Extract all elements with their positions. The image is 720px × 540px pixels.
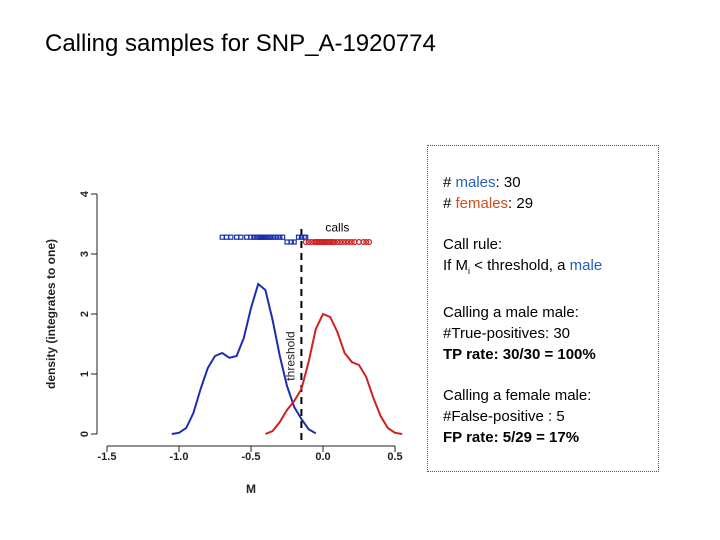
y-tick-label: 0: [79, 431, 91, 437]
text-line: TP rate: 30/30 = 100%: [443, 344, 658, 365]
call-point: [360, 239, 367, 246]
call-point: [248, 234, 254, 240]
call-point: [305, 239, 312, 246]
call-point: [284, 239, 290, 245]
text-segment: : 29: [508, 195, 534, 212]
info-box: # males: 30 # females: 29 Call rule: If Mi …: [427, 145, 659, 472]
y-tick-label: 1: [79, 371, 91, 377]
text-line: Call rule:: [443, 234, 658, 255]
call-point: [340, 239, 347, 246]
density-line: [171, 282, 317, 435]
paragraph: # males: 30 # females: 29: [443, 172, 658, 214]
x-tick-label: -0.5: [242, 451, 261, 463]
call-point: [219, 234, 225, 240]
x-axis-label: M: [246, 482, 256, 496]
call-point: [345, 239, 352, 246]
slide-title: Calling samples for SNP_A-1920774: [45, 30, 436, 57]
x-tick-label: -1.0: [170, 451, 189, 463]
text-segment: #True-positives: 30: [443, 325, 571, 342]
text-segment: Calling a male male:: [443, 304, 579, 321]
text-segment: i: [468, 266, 470, 276]
call-point: [295, 234, 302, 240]
threshold-label: threshold: [284, 331, 298, 380]
text-segment: #False-positive : 5: [443, 408, 565, 425]
call-point: [288, 239, 294, 245]
call-point: [334, 239, 341, 246]
y-tick-label: 3: [79, 251, 91, 257]
paragraph: Calling a female male: #False-positive : …: [443, 385, 658, 448]
text-segment: male: [569, 257, 603, 274]
call-point: [291, 239, 297, 245]
text-segment: < threshold, a: [470, 257, 570, 274]
text-line: # females: 29: [443, 193, 658, 214]
paragraph: Call rule: If Mi < threshold, a male: [443, 234, 658, 282]
text-line: #True-positives: 30: [443, 323, 658, 344]
call-point: [271, 234, 277, 240]
call-point: [228, 234, 234, 240]
call-point: [302, 239, 309, 246]
text-segment: TP rate: 30/30 = 100%: [443, 346, 596, 363]
call-point: [337, 239, 344, 246]
call-point: [233, 234, 240, 240]
text-segment: Call rule:: [443, 236, 503, 253]
x-tick-label: 0.0: [315, 451, 330, 463]
call-point: [343, 239, 350, 246]
call-point: [280, 234, 286, 240]
call-point: [244, 234, 250, 240]
call-point: [331, 239, 338, 246]
y-tick-label: 2: [79, 311, 91, 317]
calls-label: calls: [325, 220, 349, 234]
text-segment: FP rate: 5/29 = 17%: [443, 429, 580, 446]
text-line: Calling a female male:: [443, 385, 658, 406]
y-axis-label: density (integrates to one): [44, 239, 58, 389]
text-segment: If M: [443, 257, 468, 274]
paragraph: Calling a male male: #True-positives: 30 T…: [443, 302, 658, 365]
text-line: #False-positive : 5: [443, 406, 658, 427]
call-point: [348, 239, 355, 246]
text-line: FP rate: 5/29 = 17%: [443, 427, 658, 448]
text-segment: Calling a female male:: [443, 387, 592, 404]
call-point: [238, 234, 244, 240]
text-line: If Mi < threshold, a male: [443, 255, 658, 282]
text-segment: females: [455, 195, 509, 212]
x-tick-label: 0.5: [387, 451, 402, 463]
call-point: [268, 234, 274, 240]
call-point: [366, 239, 373, 246]
y-tick-label: 4: [79, 190, 91, 197]
text-line: # males: 30: [443, 172, 658, 193]
text-segment: : 30: [495, 174, 521, 191]
call-point: [363, 239, 370, 246]
call-point: [274, 234, 280, 240]
x-tick-label: -1.5: [98, 451, 117, 463]
call-point: [223, 234, 230, 240]
density-line: [265, 312, 403, 435]
call-point: [277, 234, 283, 240]
text-segment: #: [443, 195, 456, 212]
text-segment: #: [443, 174, 456, 191]
text-line: Calling a male male:: [443, 302, 658, 323]
text-segment: males: [455, 174, 496, 191]
